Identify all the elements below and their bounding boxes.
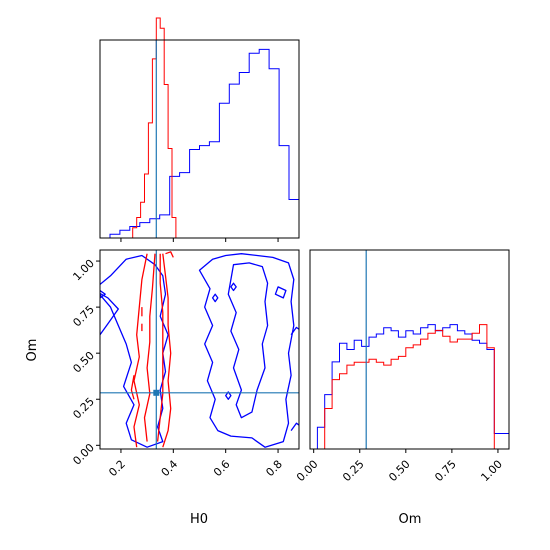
contour-red-top <box>165 251 174 258</box>
om-y-tick-label-0: 0.00 <box>70 441 97 468</box>
xlabel-h0: H0 <box>190 512 208 527</box>
h0-tick-label-0: 0.2 <box>106 458 128 480</box>
contour-blue-edge-low <box>290 422 299 431</box>
h0-tick-label-2: 0.6 <box>211 458 233 480</box>
om-hist-frame <box>309 249 510 450</box>
contour-red-outer-right <box>162 253 172 448</box>
h0-hist-red <box>128 17 177 239</box>
h0-tick-label-1: 0.4 <box>159 458 181 480</box>
h0-histogram-panel <box>99 17 300 242</box>
truth-marker <box>153 389 160 396</box>
contour-red-inner-right <box>156 253 164 442</box>
om-y-tick-label-4: 1.00 <box>70 257 97 284</box>
h0-hist-frame <box>99 39 300 239</box>
om-y-tick-label-2: 0.50 <box>70 349 97 376</box>
h0-om-contour-panel: 0.2 0.4 0.6 0.8 0.00 0.25 0.50 0.75 1.00 <box>70 249 300 480</box>
om-hist-blue <box>310 324 510 450</box>
om-x-tick-label-1: 0.25 <box>340 458 367 485</box>
contour-blue-left-tip <box>100 289 106 299</box>
contour-blue-edge-mid <box>290 326 299 336</box>
h0-tick-label-3: 0.8 <box>263 458 285 480</box>
contour-red-outer-left <box>133 253 148 448</box>
contour-frame <box>99 249 300 450</box>
om-hist-red <box>310 324 502 450</box>
om-x-tick-label-2: 0.50 <box>386 458 413 485</box>
om-histogram-panel: 0.00 0.25 0.50 0.75 1.00 <box>294 249 510 485</box>
contour-blue-blob-1 <box>211 293 219 303</box>
contour-blue-right-inner <box>227 262 269 419</box>
contour-blue-right-outer <box>198 253 295 448</box>
om-x-tick-label-4: 1.00 <box>478 458 505 485</box>
contour-blue-left-outer <box>100 254 169 448</box>
om-y-tick-label-1: 0.25 <box>70 395 97 422</box>
contour-group <box>100 251 299 448</box>
om-x-tick-label-0: 0.00 <box>294 458 321 485</box>
contour-blue-blob-2 <box>230 282 237 292</box>
om-y-tick-label-3: 0.75 <box>70 303 97 330</box>
xlabel-om: Om <box>399 512 422 527</box>
contour-red-hook <box>130 375 135 400</box>
contour-blue-blob-3 <box>274 286 287 299</box>
contour-red-inner-left <box>143 253 156 442</box>
h0-hist-blue <box>100 48 300 239</box>
ylabel-om: Om <box>25 339 40 362</box>
om-x-tick-label-3: 0.75 <box>432 458 459 485</box>
